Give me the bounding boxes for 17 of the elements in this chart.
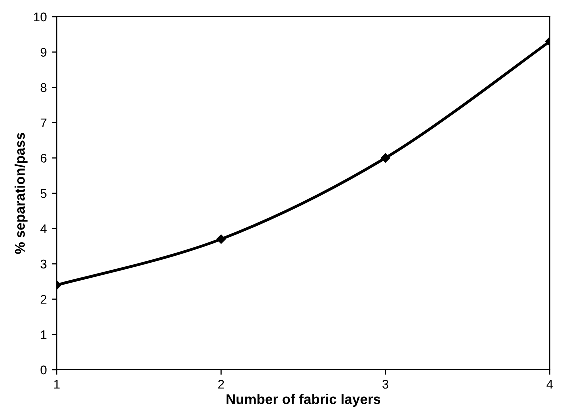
y-tick-label: 6 [40,154,47,163]
y-tick-label: 0 [40,366,47,375]
x-tick-label: 4 [546,380,554,389]
x-tick-label: 2 [218,380,224,389]
y-tick-label: 7 [40,118,47,128]
y-tick-label: 10 [34,12,47,22]
y-tick-label: 8 [40,83,47,92]
y-axis-title: % separation/pass [14,133,28,254]
x-axis-title: Number of fabric layers [226,394,381,408]
y-tick-label: 3 [40,260,47,269]
y-tick-label: 9 [40,48,47,57]
y-tick-label: 1 [41,330,47,340]
x-tick-label: 3 [382,380,389,389]
y-tick-label: 2 [40,295,47,304]
y-tick-label: 4 [40,224,47,234]
y-tick-label: 5 [40,189,47,198]
x-tick-label: 1 [54,380,60,389]
